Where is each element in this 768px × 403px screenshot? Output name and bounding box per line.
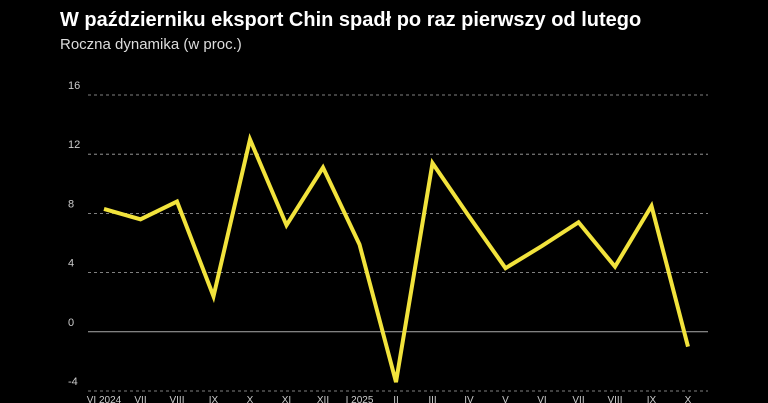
data-line <box>103 132 690 383</box>
x-tick-label: VIII <box>169 395 184 403</box>
x-tick-label: VI <box>537 395 546 403</box>
y-tick-label: 4 <box>68 258 74 270</box>
x-tick-label: VIII <box>607 395 622 403</box>
x-tick-label: II <box>393 395 399 403</box>
x-tick-label: X <box>685 395 692 403</box>
x-tick-label: IX <box>647 395 657 403</box>
y-tick-label: 0 <box>68 317 74 329</box>
y-tick-label: -4 <box>68 376 78 388</box>
y-tick-label: 16 <box>68 80 80 92</box>
x-tick-label: I 2025 <box>346 395 374 403</box>
x-tick-label: VI 2024 <box>87 395 122 403</box>
x-tick-label: IX <box>209 395 219 403</box>
x-tick-label: III <box>428 395 436 403</box>
y-tick-label: 8 <box>68 198 74 210</box>
x-tick-label: VII <box>572 395 584 403</box>
x-tick-label: VII <box>134 395 146 403</box>
chart-title: W październiku eksport Chin spadł po raz… <box>60 9 641 31</box>
x-tick-label: V <box>502 395 509 403</box>
x-tick-label: X <box>247 395 254 403</box>
x-tick-label: XII <box>317 395 329 403</box>
chart-subtitle: Roczna dynamika (w proc.) <box>60 36 242 53</box>
x-tick-label: XI <box>282 395 291 403</box>
x-tick-label: IV <box>464 395 474 403</box>
y-tick-label: 12 <box>68 139 80 151</box>
